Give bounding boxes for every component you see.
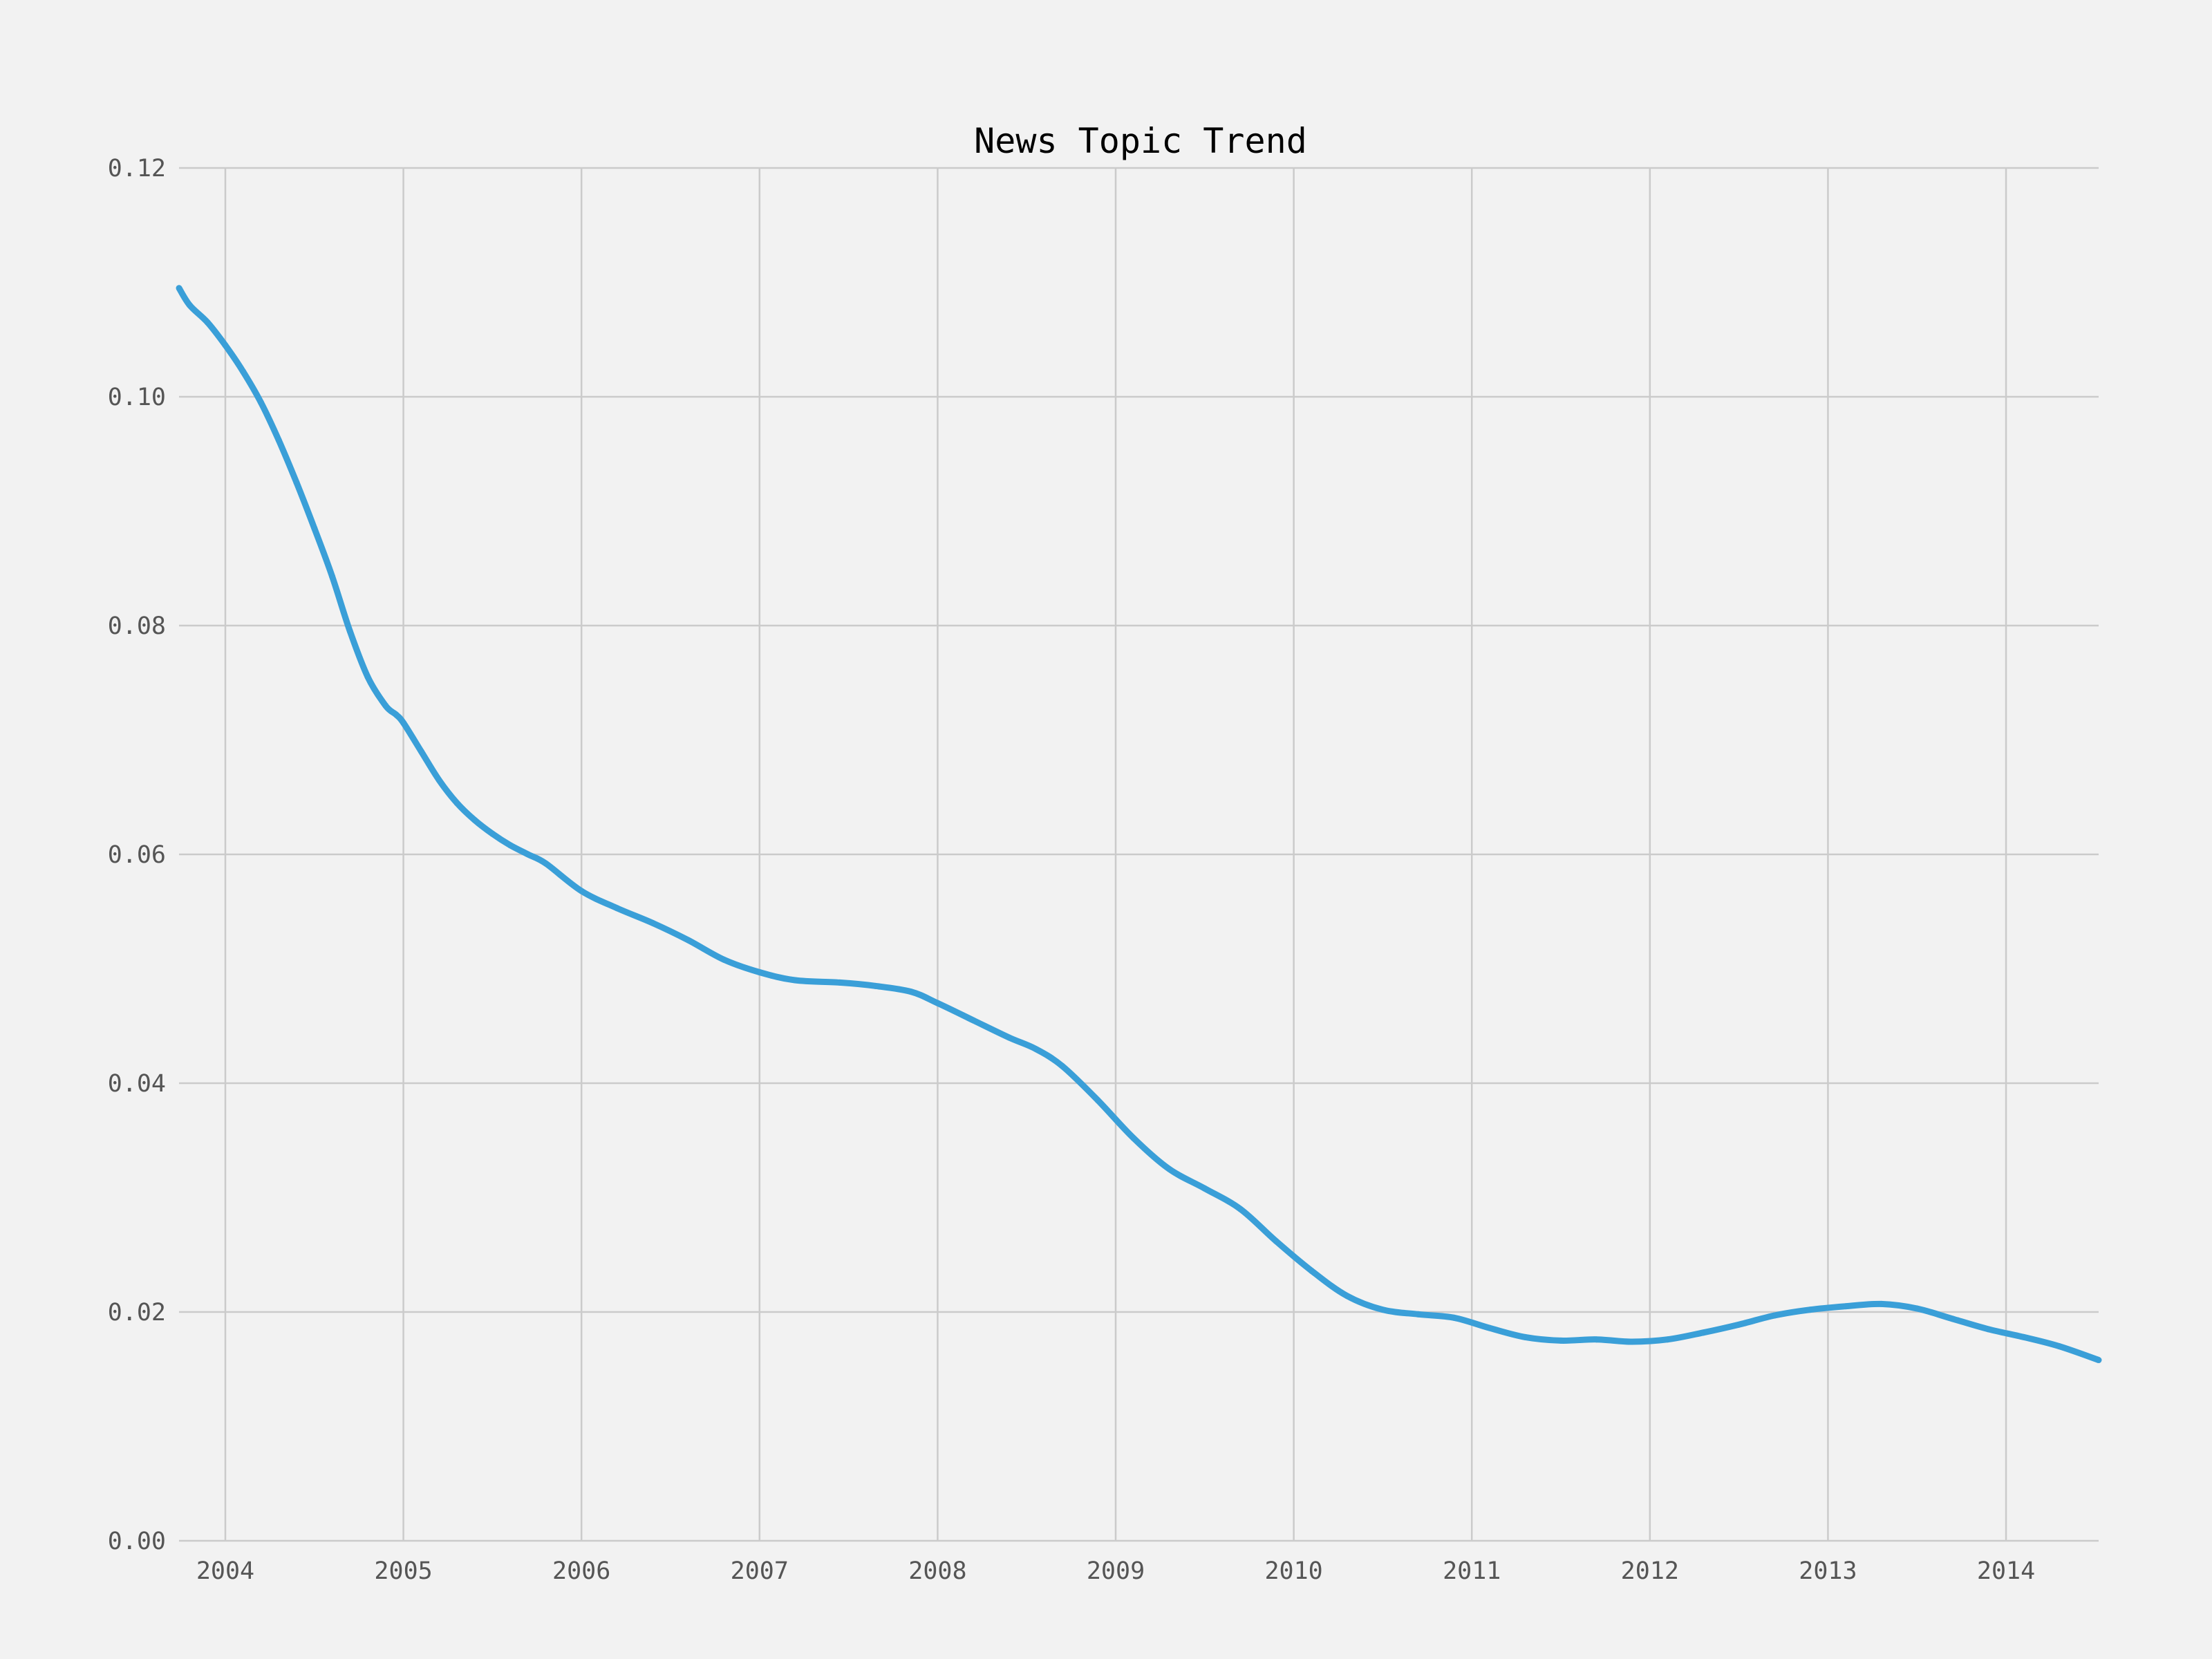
y-tick-label: 0.12: [108, 155, 166, 182]
data-point: [1308, 1267, 1315, 1274]
y-tick-label: 0.08: [108, 612, 166, 640]
data-point: [1665, 1336, 1671, 1343]
data-point: [1032, 1045, 1039, 1052]
data-point: [364, 673, 371, 680]
y-tick-label: 0.02: [108, 1299, 166, 1327]
y-tick-label: 0.04: [108, 1070, 166, 1098]
x-tick-label: 2006: [552, 1557, 610, 1585]
data-point: [543, 860, 550, 867]
y-tick-label: 0.06: [108, 841, 166, 869]
data-point: [1629, 1338, 1635, 1345]
x-axis-tick-labels: 2004 2005 2006 2007 2008 2009 2010 2011 2012 2013…: [196, 1557, 2035, 1585]
data-point: [1593, 1336, 1600, 1343]
data-point: [329, 573, 336, 580]
data-point: [2095, 1357, 2102, 1364]
data-point: [275, 437, 282, 444]
data-point: [176, 285, 182, 292]
data-point: [1557, 1337, 1564, 1344]
data-point: [471, 816, 478, 823]
data-point: [836, 979, 843, 986]
data-point: [872, 982, 879, 989]
data-point: [908, 988, 915, 995]
data-point: [240, 368, 247, 375]
data-point: [756, 968, 763, 975]
data-point: [435, 776, 442, 783]
data-point: [204, 319, 211, 326]
data-point: [1344, 1293, 1351, 1300]
data-point: [1201, 1185, 1208, 1192]
data-point: [453, 800, 460, 807]
data-point: [1450, 1314, 1457, 1321]
data-point: [382, 702, 389, 709]
data-point: [1842, 1303, 1849, 1310]
data-point: [720, 956, 727, 963]
data-point: [1878, 1300, 1885, 1307]
data-point: [2021, 1333, 2027, 1340]
x-tick-label: 2013: [1799, 1557, 1857, 1585]
data-point: [614, 905, 621, 912]
data-point: [791, 977, 798, 984]
x-tick-label: 2009: [1087, 1557, 1145, 1585]
x-tick-label: 2005: [374, 1557, 432, 1585]
x-tick-label: 2008: [908, 1557, 966, 1585]
data-point: [1273, 1237, 1280, 1244]
data-point: [418, 748, 424, 755]
data-point: [934, 1000, 941, 1006]
data-point: [1237, 1206, 1244, 1212]
x-tick-label: 2011: [1443, 1557, 1501, 1585]
x-tick-label: 2012: [1621, 1557, 1679, 1585]
data-point: [1094, 1097, 1101, 1104]
data-point: [2056, 1343, 2063, 1350]
y-axis-tick-labels: 0.00 0.02 0.04 0.06 0.08 0.10 0.12: [108, 155, 166, 1555]
data-point: [346, 628, 353, 635]
data-point: [1379, 1306, 1386, 1313]
x-tick-label: 2004: [196, 1557, 254, 1585]
x-tick-label: 2010: [1264, 1557, 1322, 1585]
chart-title: News Topic Trend: [974, 121, 1307, 161]
series-layer: [176, 285, 2102, 1364]
data-point: [1807, 1306, 1814, 1313]
data-point: [186, 302, 193, 309]
data-point: [1165, 1165, 1172, 1172]
data-point: [311, 525, 318, 532]
data-point: [685, 937, 692, 944]
data-point: [1913, 1305, 1920, 1312]
data-point: [1736, 1321, 1743, 1328]
data-point: [507, 842, 514, 849]
data-point: [525, 851, 532, 858]
data-point: [393, 711, 400, 718]
data-point: [222, 342, 229, 349]
data-point: [649, 919, 656, 926]
data-point: [400, 720, 407, 727]
data-point: [1949, 1315, 1956, 1322]
x-tick-label: 2014: [1977, 1557, 2035, 1585]
data-point: [1700, 1329, 1707, 1336]
data-point: [257, 399, 264, 406]
data-point: [1130, 1134, 1137, 1141]
data-point: [489, 830, 496, 837]
data-point: [1771, 1312, 1778, 1319]
data-point: [1415, 1311, 1422, 1318]
data-point: [1985, 1326, 1991, 1333]
data-point: [970, 1017, 977, 1024]
x-tick-label: 2007: [731, 1557, 789, 1585]
data-point: [293, 479, 300, 486]
data-point: [1059, 1062, 1066, 1069]
data-point: [1522, 1333, 1529, 1340]
data-point: [1486, 1324, 1493, 1331]
data-point: [1005, 1034, 1012, 1041]
y-tick-label: 0.10: [108, 384, 166, 411]
data-point: [578, 888, 585, 894]
y-tick-label: 0.00: [108, 1528, 166, 1555]
